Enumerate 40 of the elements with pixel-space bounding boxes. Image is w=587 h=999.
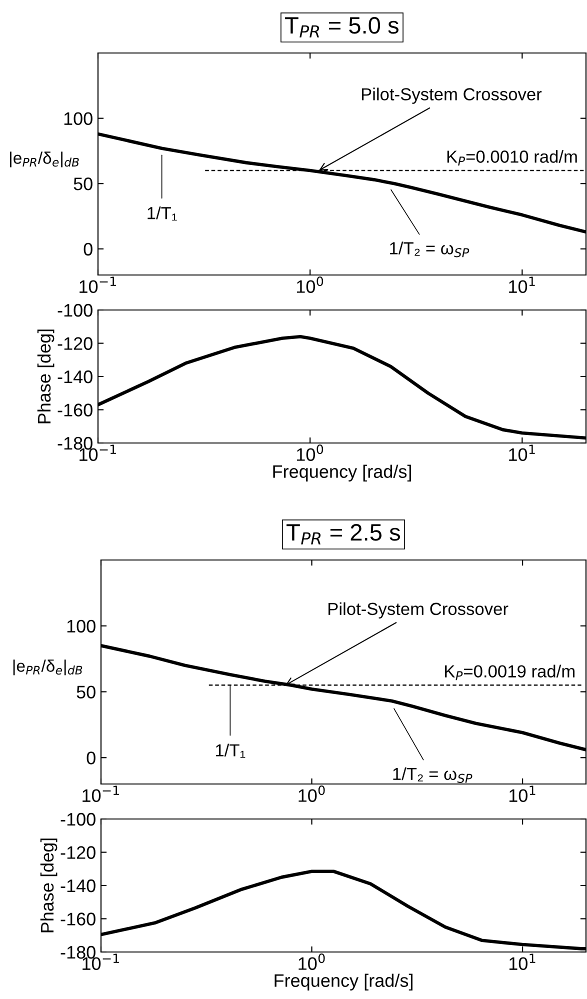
x-tick-label: 10$^{−1}$ [80,276,116,293]
annotation: 1/T₂ = ω$_{SP}$ [393,767,472,783]
y-tick-label: 0 [86,752,96,764]
x-tick-label: 10$^{1}$ [509,786,536,802]
y-tick-label: -160 [60,912,96,926]
annotation: Pilot-System Crossover [328,602,508,619]
y-tick-label: -120 [58,337,92,350]
y-tick-label: -100 [58,304,92,317]
x-tick-label: 10$^{0}$ [297,276,324,293]
y-axis-title: Phase [deg] [37,330,54,424]
x-tick-label: 10$^{1}$ [509,276,535,293]
x-axis-title: Frequency [rad/s] [273,464,411,482]
y-tick-label: -140 [60,879,96,892]
x-tick-label: 10$^{1}$ [509,954,536,970]
y-axis-title: |e$_{PR}$/δ$_{e}$|$_{dB}$ [13,660,82,676]
y-tick-label: -160 [58,404,92,416]
chart-title: T$_{PR}$ = 2.5 s [286,524,400,544]
y-tick-label: 100 [64,112,92,126]
x-axis-title: Frequency [rad/s] [274,974,412,991]
y-axis-title: |e$_{PR}$/δ$_{e}$|$_{dB}$ [10,152,79,168]
x-tick-label: 10$^{0}$ [298,786,325,802]
annotation: 1/T₁ [216,744,246,758]
x-tick-label: 10$^{0}$ [297,444,324,461]
annotation: 1/T₁ [148,206,177,221]
x-tick-label: 10$^{0}$ [298,954,325,970]
x-tick-label: 10$^{1}$ [509,444,535,461]
y-axis-title: Phase [deg] [40,838,58,932]
series-label: K$_{P}$=0.0019 rad/m [445,664,574,680]
y-tick-label: -140 [58,370,92,384]
y-tick-label: 50 [74,178,92,190]
y-tick-label: 50 [76,686,96,698]
annotation: Pilot-System Crossover [362,88,542,104]
series-label: K$_{P}$=0.0010 rad/m [447,150,577,166]
chart-title: T$_{PR}$ = 5.0 s [285,17,398,38]
y-tick-label: 0 [84,242,92,256]
annotation: 1/T₂ = ω$_{SP}$ [390,242,470,258]
x-tick-label: 10$^{−1}$ [82,786,119,802]
y-tick-label: -100 [60,812,96,826]
y-tick-label: 100 [67,620,96,633]
y-tick-label: -120 [60,846,96,859]
